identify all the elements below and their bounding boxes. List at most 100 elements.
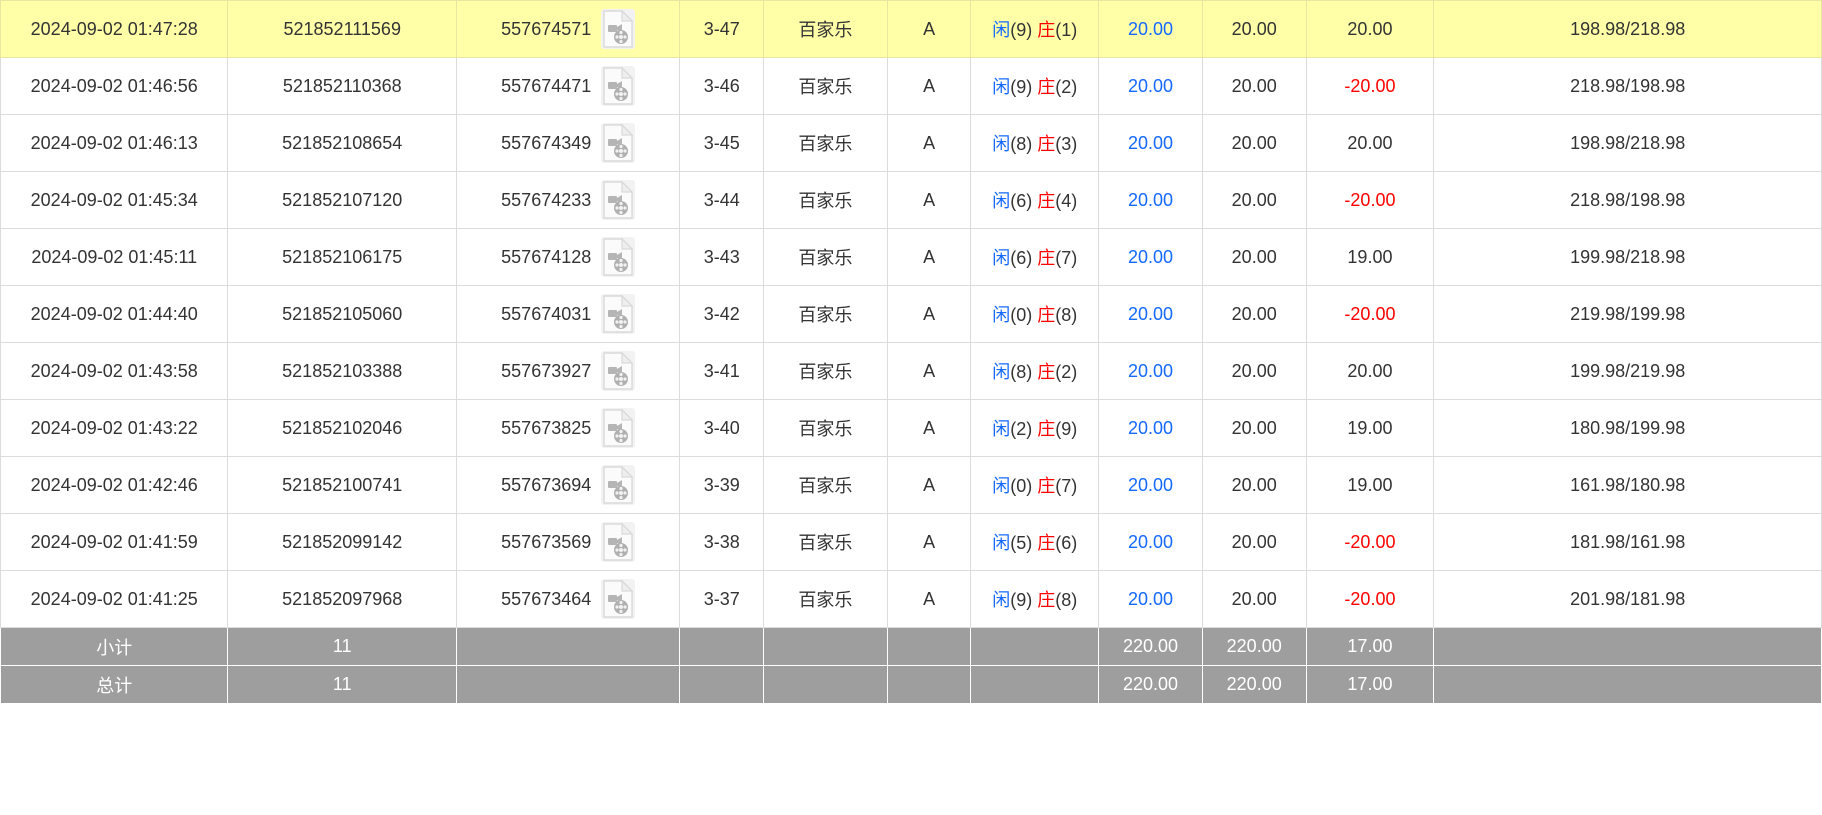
video-icon[interactable] (601, 351, 636, 391)
video-icon[interactable] (601, 522, 636, 562)
summary-row: 总计 11 220.00 220.00 17.00 (0, 665, 1822, 704)
summary-row: 小计 11 220.00 220.00 17.00 (0, 627, 1822, 666)
summary-label: 总计 (0, 665, 229, 704)
banker-points: (8) (1055, 590, 1078, 610)
video-icon[interactable] (601, 465, 636, 505)
round-number-label: 557673694 (501, 474, 592, 495)
summary-count: 11 (227, 665, 457, 704)
game-name-cell: 百家乐 (763, 342, 888, 400)
bet-amount-cell: 20.00 (1098, 171, 1203, 229)
summary-game (763, 627, 888, 666)
round-number-label: 557673464 (501, 588, 592, 609)
win-loss-cell: 19.00 (1305, 456, 1435, 514)
table-number-cell: 3-41 (679, 342, 764, 400)
player-label: 闲 (992, 77, 1011, 97)
video-icon[interactable] (601, 237, 636, 277)
video-icon[interactable] (601, 579, 636, 619)
round-number-cell: 557674031 (455, 285, 681, 343)
win-loss-cell: -20.00 (1305, 570, 1435, 628)
valid-bet-cell: 20.00 (1201, 114, 1307, 172)
game-result-cell: 闲(2) 庄(9) (970, 399, 1100, 457)
game-result-cell: 闲(8) 庄(3) (970, 114, 1100, 172)
summary-win: 17.00 (1305, 665, 1435, 704)
win-loss-cell: 20.00 (1305, 114, 1435, 172)
game-name-cell: 百家乐 (763, 570, 888, 628)
bet-amount-cell: 20.00 (1098, 285, 1203, 343)
round-number-label: 557674128 (501, 246, 592, 267)
game-result-cell: 闲(0) 庄(7) (970, 456, 1100, 514)
summary-valid: 220.00 (1201, 627, 1307, 666)
game-result-cell: 闲(9) 庄(1) (970, 0, 1100, 58)
banker-label: 庄 (1037, 362, 1056, 382)
win-loss-cell: -20.00 (1305, 171, 1435, 229)
player-points: (8) (1010, 362, 1033, 382)
video-icon[interactable] (601, 180, 636, 220)
table-row[interactable]: 2024-09-02 01:45:34 521852107120 557674233… (0, 171, 1822, 229)
table-number-cell: 3-45 (679, 114, 764, 172)
player-points: (5) (1010, 533, 1033, 553)
hall-code-cell: A (886, 171, 972, 229)
table-row[interactable]: 2024-09-02 01:47:28 521852111569 557674571… (0, 0, 1822, 58)
hall-code-cell: A (886, 513, 972, 571)
banker-label: 庄 (1037, 533, 1056, 553)
hall-code-cell: A (886, 57, 972, 115)
banker-points: (2) (1055, 362, 1078, 382)
summary-balance (1433, 627, 1822, 666)
valid-bet-cell: 20.00 (1201, 456, 1307, 514)
player-label: 闲 (992, 20, 1011, 40)
balance-cell: 180.98/199.98 (1433, 399, 1822, 457)
video-icon[interactable] (601, 123, 636, 163)
bet-time-cell: 2024-09-02 01:45:34 (0, 171, 229, 229)
table-number-cell: 3-46 (679, 57, 764, 115)
valid-bet-cell: 20.00 (1201, 513, 1307, 571)
hall-code-cell: A (886, 570, 972, 628)
video-icon[interactable] (601, 9, 636, 49)
game-name-cell: 百家乐 (763, 171, 888, 229)
bet-time-cell: 2024-09-02 01:43:22 (0, 399, 229, 457)
table-row[interactable]: 2024-09-02 01:43:58 521852103388 557673927… (0, 342, 1822, 400)
bet-time-cell: 2024-09-02 01:46:56 (0, 57, 229, 115)
table-row[interactable]: 2024-09-02 01:46:13 521852108654 557674349… (0, 114, 1822, 172)
player-label: 闲 (992, 305, 1011, 325)
table-row[interactable]: 2024-09-02 01:46:56 521852110368 557674471… (0, 57, 1822, 115)
valid-bet-cell: 20.00 (1201, 171, 1307, 229)
video-icon[interactable] (601, 408, 636, 448)
balance-cell: 218.98/198.98 (1433, 57, 1822, 115)
video-icon[interactable] (601, 294, 636, 334)
bet-time-cell: 2024-09-02 01:44:40 (0, 285, 229, 343)
summary-hall (886, 627, 972, 666)
summary-round (455, 627, 681, 666)
table-number-cell: 3-40 (679, 399, 764, 457)
round-number-cell: 557674233 (455, 171, 681, 229)
valid-bet-cell: 20.00 (1201, 228, 1307, 286)
game-result-cell: 闲(9) 庄(2) (970, 57, 1100, 115)
banker-label: 庄 (1037, 476, 1056, 496)
bet-time-cell: 2024-09-02 01:41:59 (0, 513, 229, 571)
table-row[interactable]: 2024-09-02 01:43:22 521852102046 557673825… (0, 399, 1822, 457)
table-row[interactable]: 2024-09-02 01:44:40 521852105060 557674031… (0, 285, 1822, 343)
balance-cell: 198.98/218.98 (1433, 0, 1822, 58)
banker-points: (1) (1055, 20, 1078, 40)
round-number-cell: 557673927 (455, 342, 681, 400)
bet-amount-cell: 20.00 (1098, 513, 1203, 571)
win-loss-cell: 19.00 (1305, 399, 1435, 457)
win-loss-cell: 20.00 (1305, 0, 1435, 58)
valid-bet-cell: 20.00 (1201, 285, 1307, 343)
valid-bet-cell: 20.00 (1201, 0, 1307, 58)
table-row[interactable]: 2024-09-02 01:41:59 521852099142 557673569… (0, 513, 1822, 571)
player-label: 闲 (992, 134, 1011, 154)
order-number-cell: 521852099142 (227, 513, 457, 571)
table-row[interactable]: 2024-09-02 01:45:11 521852106175 557674128… (0, 228, 1822, 286)
table-row[interactable]: 2024-09-02 01:41:25 521852097968 557673464… (0, 570, 1822, 628)
banker-points: (6) (1055, 533, 1078, 553)
banker-points: (7) (1055, 476, 1078, 496)
table-row[interactable]: 2024-09-02 01:42:46 521852100741 557673694… (0, 456, 1822, 514)
balance-cell: 218.98/198.98 (1433, 171, 1822, 229)
video-icon[interactable] (601, 66, 636, 106)
summary-game (763, 665, 888, 704)
round-number-cell: 557674128 (455, 228, 681, 286)
table-number-cell: 3-43 (679, 228, 764, 286)
order-number-cell: 521852108654 (227, 114, 457, 172)
bet-time-cell: 2024-09-02 01:47:28 (0, 0, 229, 58)
banker-points: (2) (1055, 77, 1078, 97)
